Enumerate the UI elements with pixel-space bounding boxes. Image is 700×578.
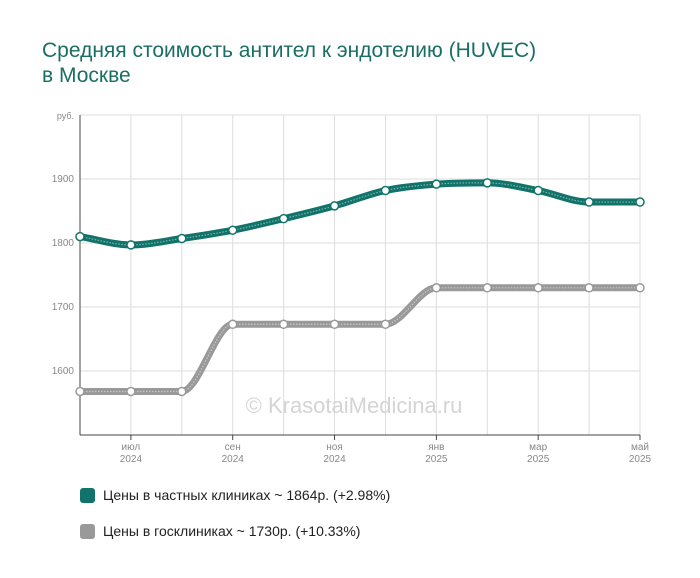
- data-point: [533, 185, 543, 196]
- data-point: [584, 283, 594, 293]
- chart-title-line-2: в Москве: [42, 64, 131, 87]
- x-tick-label-month: сен: [225, 442, 241, 453]
- data-point: [482, 283, 493, 293]
- x-tick-label-month: июл: [122, 442, 141, 453]
- series-line-highlight-0: [79, 182, 640, 246]
- data-point: [278, 213, 289, 224]
- y-axis-unit-label: руб.: [57, 111, 74, 121]
- data-point: [126, 240, 136, 250]
- data-point: [380, 185, 391, 196]
- legend-item-public: Цены в госклиниках ~ 1730р. (+10.33%): [80, 520, 390, 542]
- data-point: [482, 178, 493, 188]
- data-point: [177, 233, 187, 244]
- watermark: © KrasotaiMedicina.ru: [246, 393, 463, 418]
- series-line-highlight-1: [80, 287, 640, 393]
- data-point: [635, 283, 645, 293]
- data-point: [533, 283, 543, 293]
- data-point: [227, 225, 238, 235]
- data-point: [635, 197, 645, 207]
- data-point: [278, 319, 289, 330]
- data-point: [75, 231, 85, 242]
- x-tick-label-month: мар: [529, 442, 547, 453]
- data-point: [584, 197, 594, 207]
- grid-lines: [80, 114, 641, 435]
- x-tick-label-year: 2025: [527, 454, 550, 465]
- x-tick-label-year: 2025: [425, 454, 448, 465]
- y-tick-label: 1900: [52, 174, 75, 185]
- y-tick-label: 1600: [52, 366, 75, 377]
- x-tick-label-year: 2024: [120, 454, 143, 465]
- axes: руб.1600170018001900июл2024сен2024ноя202…: [52, 111, 652, 465]
- legend-item-private: Цены в частных клиниках ~ 1864р. (+2.98%…: [80, 484, 390, 506]
- legend-label-public: Цены в госклиниках ~ 1730р. (+10.33%): [103, 523, 361, 539]
- data-point: [329, 319, 340, 330]
- data-point: [126, 386, 136, 397]
- data-point: [431, 179, 442, 189]
- data-point: [75, 386, 85, 397]
- series-line-1: [76, 284, 644, 395]
- data-point: [329, 201, 340, 211]
- y-tick-label: 1800: [52, 238, 75, 249]
- legend-swatch-public: [80, 523, 95, 539]
- chart-title-line-1: Средняя стоимость антител к эндотелию (H…: [42, 39, 537, 62]
- x-tick-label-month: май: [631, 442, 649, 453]
- x-tick-label-month: янв: [428, 442, 444, 453]
- data-point: [431, 283, 442, 293]
- x-tick-label-month: ноя: [326, 442, 343, 453]
- x-tick-label-year: 2024: [222, 454, 245, 465]
- legend: Цены в частных клиниках ~ 1864р. (+2.98%…: [80, 484, 390, 556]
- chart-title: Средняя стоимость антител к эндотелию (H…: [42, 38, 662, 88]
- data-point: [380, 319, 391, 330]
- x-tick-label-year: 2025: [629, 454, 652, 465]
- legend-swatch-private: [80, 487, 95, 503]
- data-point: [177, 386, 187, 397]
- y-tick-label: 1700: [52, 302, 75, 313]
- data-point: [227, 319, 238, 330]
- series-line-0: [76, 179, 644, 249]
- x-tick-label-year: 2024: [323, 454, 346, 465]
- series-layer: [75, 178, 645, 397]
- legend-label-private: Цены в частных клиниках ~ 1864р. (+2.98%…: [103, 487, 391, 503]
